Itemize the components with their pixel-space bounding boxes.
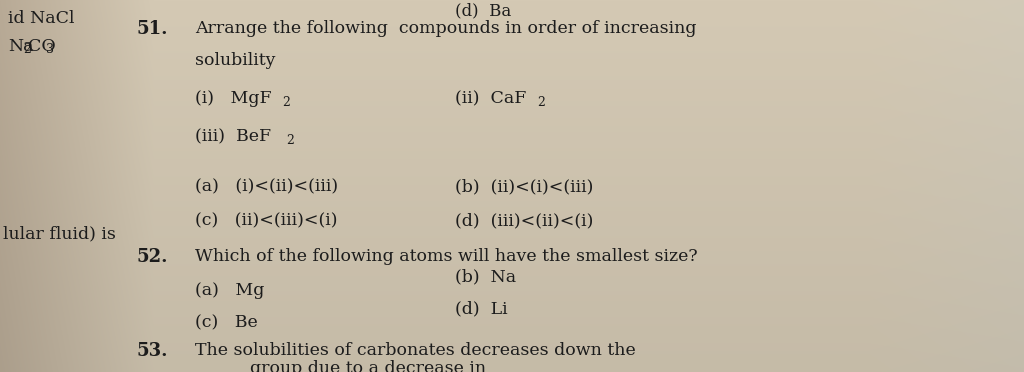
Text: 2: 2: [286, 134, 294, 147]
Text: solubility: solubility: [195, 52, 275, 69]
Text: id NaCl: id NaCl: [8, 10, 75, 27]
Text: 52.: 52.: [137, 248, 169, 266]
Text: (b)  (ii)<(i)<(iii): (b) (ii)<(i)<(iii): [455, 178, 593, 195]
Text: group due to a decrease in: group due to a decrease in: [195, 360, 486, 372]
Text: 2: 2: [282, 96, 290, 109]
Text: (i)   MgF: (i) MgF: [195, 90, 271, 107]
Text: 2: 2: [537, 96, 545, 109]
Text: 2: 2: [23, 43, 31, 56]
Text: The solubilities of carbonates decreases down the: The solubilities of carbonates decreases…: [195, 342, 636, 359]
Text: Which of the following atoms will have the smallest size?: Which of the following atoms will have t…: [195, 248, 697, 265]
Text: (d)  Ba: (d) Ba: [455, 2, 511, 19]
Text: (c)   (ii)<(iii)<(i): (c) (ii)<(iii)<(i): [195, 212, 338, 229]
Text: 53.: 53.: [137, 342, 169, 360]
Text: Arrange the following  compounds in order of increasing: Arrange the following compounds in order…: [195, 20, 696, 37]
Text: lular fluid) is: lular fluid) is: [3, 225, 116, 242]
Text: (d)  Li: (d) Li: [455, 300, 508, 317]
Text: (a)   (i)<(ii)<(iii): (a) (i)<(ii)<(iii): [195, 178, 338, 195]
Text: (a)   Mg: (a) Mg: [195, 282, 264, 299]
Text: 3: 3: [46, 43, 54, 56]
Text: Na: Na: [8, 38, 34, 55]
Text: (iii)  BeF: (iii) BeF: [195, 128, 271, 145]
Text: (ii)  CaF: (ii) CaF: [455, 90, 526, 107]
Text: 51.: 51.: [137, 20, 169, 38]
Text: (c)   Be: (c) Be: [195, 314, 258, 331]
Text: (b)  Na: (b) Na: [455, 268, 516, 285]
Text: (d)  (iii)<(ii)<(i): (d) (iii)<(ii)<(i): [455, 212, 593, 229]
Text: CO: CO: [28, 38, 55, 55]
